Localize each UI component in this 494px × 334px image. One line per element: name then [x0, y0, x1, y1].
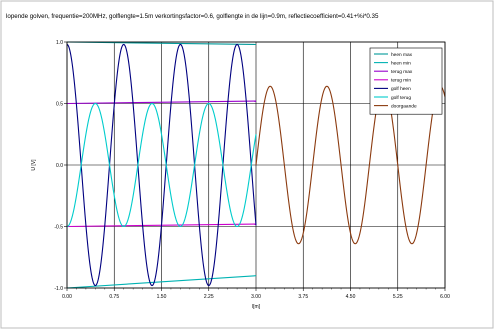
x-tick-label: 4.50	[346, 294, 356, 300]
x-tick-label: 3.00	[251, 294, 261, 300]
x-tick-label: 3.75	[298, 294, 308, 300]
series-line	[66, 100, 257, 105]
x-tick-label: 0.00	[62, 294, 72, 300]
y-tick-label: -0.5	[54, 224, 63, 230]
series-layer	[66, 41, 446, 289]
legend-box	[369, 47, 443, 115]
x-tick-label: 6.00	[440, 294, 450, 300]
x-tick-label: 0.75	[109, 294, 119, 300]
series-line	[66, 43, 257, 287]
legend-layer: heen max heen min terug max terug min golf h…	[369, 47, 443, 115]
legend-entry: golf heen	[391, 86, 411, 92]
x-tick-label: 2.25	[204, 294, 214, 300]
x-tick-label: 5.25	[393, 294, 403, 300]
chart-title: lopende golven, frequentie=200MHz, golfl…	[6, 13, 379, 20]
legend-entry: golf terug	[391, 95, 411, 101]
x-axis-label: l[m]	[252, 304, 261, 310]
y-axis-label: U [V]	[31, 159, 37, 171]
y-tick-label: 0.5	[56, 101, 63, 107]
legend-entry: doorgaande	[391, 103, 417, 109]
legend-entry: terug max	[391, 69, 413, 75]
axes-layer: 0.00 0.75 1.50 2.25 3.00 3.75 4.50 5.25 6.00 -1.0…	[31, 40, 450, 310]
y-tick-label: -1.0	[54, 286, 63, 292]
legend-entry: heen max	[391, 52, 413, 58]
series-line	[66, 275, 257, 289]
series-line	[66, 41, 257, 46]
x-tick-label: 1.50	[157, 294, 167, 300]
legend-entry: terug min	[391, 78, 411, 84]
y-tick-label: 0.0	[56, 163, 63, 169]
legend-entry: heen min	[391, 60, 411, 66]
series-line	[66, 102, 257, 228]
series-line	[255, 85, 446, 245]
y-tick-label: 1.0	[56, 40, 63, 46]
